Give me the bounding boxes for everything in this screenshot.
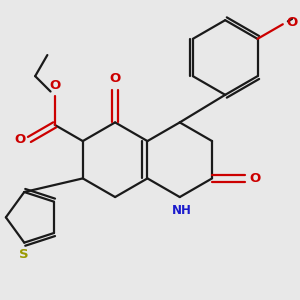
- Text: NH: NH: [171, 204, 191, 217]
- Text: S: S: [20, 248, 29, 262]
- Text: O: O: [49, 79, 60, 92]
- Text: O: O: [250, 172, 261, 185]
- Text: O: O: [14, 133, 26, 146]
- Text: O: O: [110, 72, 121, 85]
- Text: O: O: [287, 16, 298, 29]
